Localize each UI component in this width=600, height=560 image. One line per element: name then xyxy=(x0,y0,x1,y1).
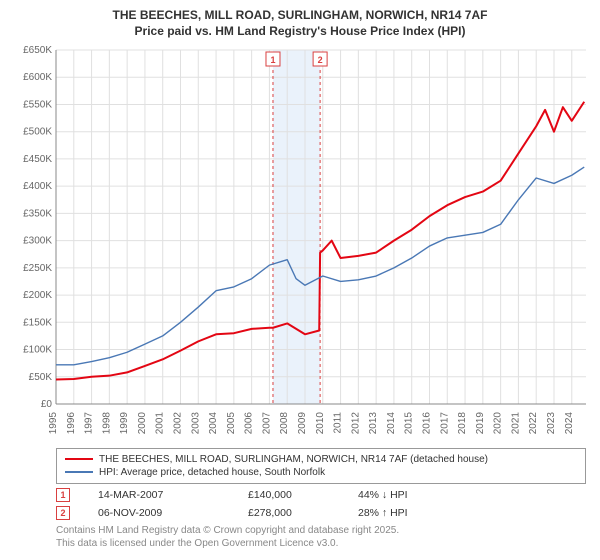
chart-plot: £0 £50K £100K £150K £200K £250K £300K £350K £400… xyxy=(12,44,588,444)
svg-text:£100K: £100K xyxy=(23,344,52,355)
chart-title-line2: Price paid vs. HM Land Registry's House … xyxy=(12,24,588,38)
svg-text:£300K: £300K xyxy=(23,235,52,246)
legend-label: HPI: Average price, detached house, Sout… xyxy=(99,467,325,478)
svg-text:2007: 2007 xyxy=(261,411,272,434)
svg-text:2023: 2023 xyxy=(546,411,557,434)
svg-text:2019: 2019 xyxy=(475,411,486,434)
svg-text:£150K: £150K xyxy=(23,317,52,328)
svg-text:2013: 2013 xyxy=(368,411,379,434)
svg-text:2005: 2005 xyxy=(226,411,237,434)
legend-label: THE BEECHES, MILL ROAD, SURLINGHAM, NORW… xyxy=(99,454,488,465)
svg-text:2014: 2014 xyxy=(386,411,397,434)
legend-row: THE BEECHES, MILL ROAD, SURLINGHAM, NORW… xyxy=(65,453,577,466)
marker-date: 14-MAR-2007 xyxy=(98,489,248,501)
marker-price: £278,000 xyxy=(248,507,358,519)
svg-text:£200K: £200K xyxy=(23,290,52,301)
svg-text:2000: 2000 xyxy=(137,411,148,434)
svg-text:£650K: £650K xyxy=(23,45,52,56)
footer-line1: Contains HM Land Registry data © Crown c… xyxy=(56,524,588,537)
marker-row: 2 06-NOV-2009£278,00028% ↑ HPI xyxy=(56,504,588,522)
legend-row: HPI: Average price, detached house, Sout… xyxy=(65,466,577,479)
marker-number-box: 1 xyxy=(56,488,70,502)
svg-text:2017: 2017 xyxy=(439,411,450,434)
svg-text:1997: 1997 xyxy=(84,411,95,434)
legend-swatch xyxy=(65,458,93,460)
svg-text:1995: 1995 xyxy=(48,411,59,434)
svg-text:2008: 2008 xyxy=(279,411,290,434)
marker-row: 1 14-MAR-2007£140,00044% ↓ HPI xyxy=(56,486,588,504)
svg-text:£350K: £350K xyxy=(23,208,52,219)
svg-text:1996: 1996 xyxy=(66,411,77,434)
svg-text:£400K: £400K xyxy=(23,181,52,192)
svg-text:2002: 2002 xyxy=(172,411,183,434)
marker-table: 1 14-MAR-2007£140,00044% ↓ HPI 2 06-NOV-200… xyxy=(56,486,588,522)
svg-text:2012: 2012 xyxy=(350,411,361,434)
svg-text:£0: £0 xyxy=(41,399,53,410)
svg-text:2016: 2016 xyxy=(421,411,432,434)
footer-attribution: Contains HM Land Registry data © Crown c… xyxy=(56,524,588,550)
marker-number-box: 2 xyxy=(56,506,70,520)
footer-line2: This data is licensed under the Open Gov… xyxy=(56,537,588,550)
chart-container: THE BEECHES, MILL ROAD, SURLINGHAM, NORW… xyxy=(0,0,600,560)
svg-text:1: 1 xyxy=(270,55,275,65)
svg-text:2006: 2006 xyxy=(244,411,255,434)
svg-text:2022: 2022 xyxy=(528,411,539,434)
marker-delta: 28% ↑ HPI xyxy=(358,507,498,519)
svg-text:£450K: £450K xyxy=(23,154,52,165)
marker-delta: 44% ↓ HPI xyxy=(358,489,498,501)
svg-text:2021: 2021 xyxy=(510,411,521,434)
svg-text:£500K: £500K xyxy=(23,126,52,137)
svg-text:2020: 2020 xyxy=(493,411,504,434)
legend: THE BEECHES, MILL ROAD, SURLINGHAM, NORW… xyxy=(56,448,586,484)
svg-text:2015: 2015 xyxy=(404,411,415,434)
svg-text:2003: 2003 xyxy=(190,411,201,434)
svg-text:£550K: £550K xyxy=(23,99,52,110)
svg-text:2004: 2004 xyxy=(208,411,219,434)
svg-text:£250K: £250K xyxy=(23,262,52,273)
svg-text:£50K: £50K xyxy=(29,371,53,382)
svg-text:2001: 2001 xyxy=(155,411,166,434)
svg-text:2018: 2018 xyxy=(457,411,468,434)
line-chart-svg: £0 £50K £100K £150K £200K £250K £300K £350K £400… xyxy=(12,44,588,444)
svg-text:1998: 1998 xyxy=(101,411,112,434)
svg-text:2024: 2024 xyxy=(564,411,575,434)
svg-text:2: 2 xyxy=(318,55,323,65)
svg-text:2011: 2011 xyxy=(333,411,344,433)
svg-text:1999: 1999 xyxy=(119,411,130,434)
svg-text:2010: 2010 xyxy=(315,411,326,434)
svg-text:2009: 2009 xyxy=(297,411,308,434)
svg-text:£600K: £600K xyxy=(23,72,52,83)
marker-date: 06-NOV-2009 xyxy=(98,507,248,519)
legend-swatch xyxy=(65,471,93,472)
marker-price: £140,000 xyxy=(248,489,358,501)
chart-title-line1: THE BEECHES, MILL ROAD, SURLINGHAM, NORW… xyxy=(12,8,588,24)
